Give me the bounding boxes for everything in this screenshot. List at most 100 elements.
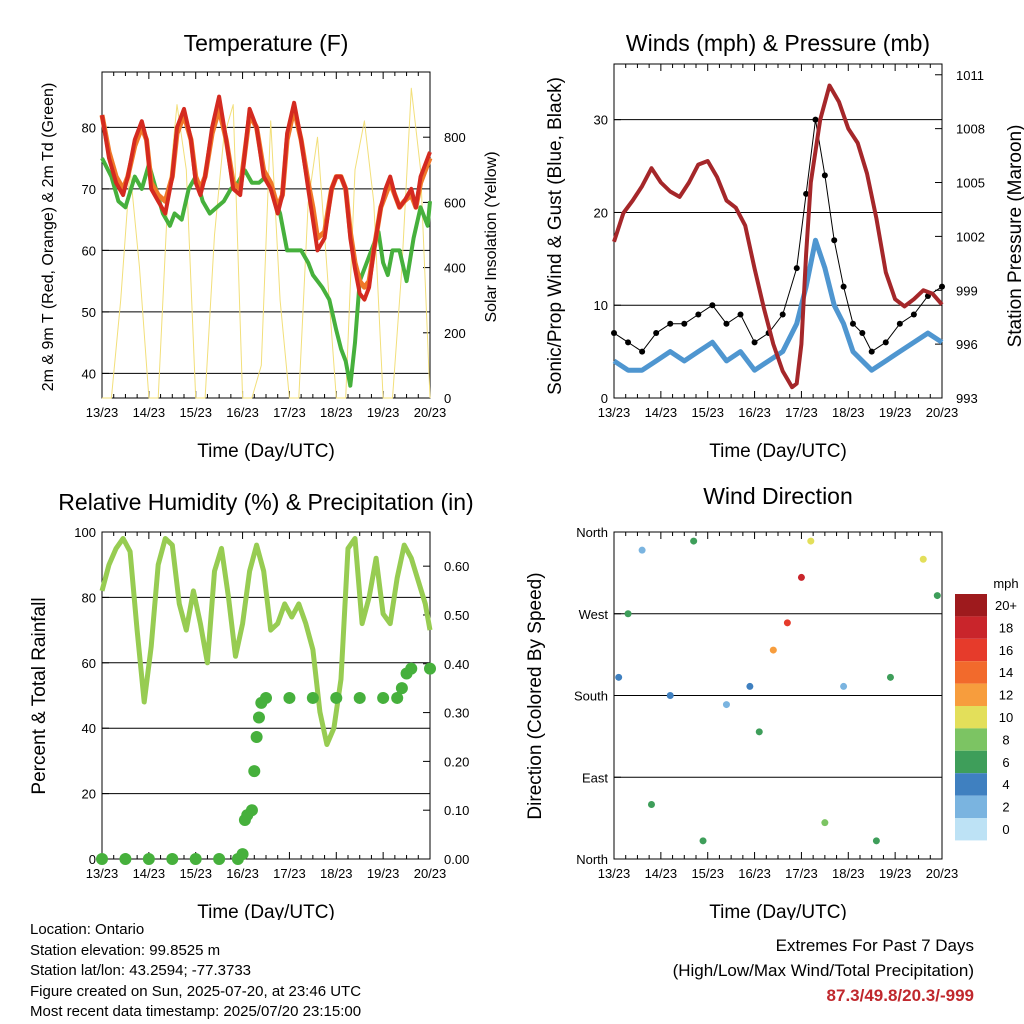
winds-ylabel: Sonic/Prop Wind & Gust (Blue, Black) [545, 77, 566, 395]
direction-point [722, 701, 730, 709]
x-tick-label: 16/23 [226, 405, 259, 420]
rainfall-point [189, 853, 202, 865]
colorbar-label: 20+ [995, 598, 1017, 613]
gust-point [611, 330, 617, 337]
x-tick-label: 18/23 [320, 405, 353, 420]
humidity-line [99, 536, 433, 747]
y2-tick-label: 600 [444, 195, 466, 210]
x-tick-label: 19/23 [879, 405, 912, 420]
direction-point [666, 692, 674, 699]
humidity-xlabel: Time (Day/UTC) [197, 902, 335, 920]
x-tick-label: 19/23 [367, 405, 400, 420]
rainfall-point [260, 691, 272, 704]
rainfall-point [96, 853, 108, 865]
colorbar-label: 0 [1002, 822, 1009, 837]
dewpoint-line [100, 157, 432, 388]
rainfall-point [395, 682, 408, 695]
colorbar-label: 18 [999, 620, 1013, 635]
gust-line [613, 119, 943, 353]
direction-point [783, 619, 791, 627]
rainfall-point [166, 853, 179, 865]
extremes-box: Extremes For Past 7 Days (High/Low/Max W… [673, 933, 974, 1008]
y-tick-label: 80 [82, 590, 96, 605]
y-tick-label: 10 [594, 298, 608, 313]
colorbar-swatch [955, 638, 987, 662]
direction-point [647, 801, 655, 808]
x-tick-label: 18/23 [832, 866, 865, 881]
y-tick-label: 80 [82, 120, 96, 135]
y2-tick-label: 999 [956, 283, 978, 298]
rainfall-point [252, 711, 265, 724]
y-tick-label: East [582, 770, 608, 785]
temperature-ylabel: 2m & 9m T (Red, Orange) & 2m Td (Green) [40, 83, 57, 392]
x-tick-label: 15/23 [179, 866, 212, 881]
colorbar-label: 4 [1002, 777, 1009, 792]
humidity-panel: Relative Humidity (%) & Precipitation (i… [29, 489, 474, 920]
y2-tick-label: 400 [444, 261, 466, 276]
x-tick-label: 17/23 [785, 405, 818, 420]
temperature-xlabel: Time (Day/UTC) [197, 441, 335, 462]
rainfall-point [250, 730, 263, 743]
colorbar-swatch [955, 706, 987, 729]
rainfall-point [245, 804, 258, 817]
colorbar-swatch [955, 750, 987, 774]
x-tick-label: 19/23 [367, 866, 400, 881]
y2-tick-label: 0.20 [444, 754, 469, 769]
y-tick-label: 0 [89, 852, 96, 867]
rainfall-point [306, 691, 319, 704]
wind-direction-panel: Wind Direction Time (Day/UTC) Direction … [525, 483, 1019, 920]
colorbar-label: 10 [999, 710, 1013, 725]
y-tick-label: North [576, 852, 608, 867]
x-tick-label: 13/23 [598, 405, 631, 420]
x-tick-label: 14/23 [133, 866, 166, 881]
y-tick-label: 20 [594, 205, 608, 220]
x-tick-label: 14/23 [645, 866, 678, 881]
temperature-title: Temperature (F) [184, 30, 349, 56]
y2-tick-label: 0.60 [444, 559, 469, 574]
y2-tick-label: 800 [444, 130, 466, 145]
direction-point [840, 682, 848, 690]
pressure-line [612, 83, 944, 390]
y2-tick-label: 0.50 [444, 608, 469, 623]
x-tick-label: 19/23 [879, 866, 912, 881]
y-tick-label: 100 [74, 525, 96, 540]
direction-point [615, 673, 623, 681]
colorbar-label: 16 [999, 643, 1013, 658]
rainfall-point [283, 691, 296, 704]
winds-xlabel: Time (Day/UTC) [709, 441, 847, 462]
x-tick-label: 13/23 [86, 405, 119, 420]
x-tick-label: 20/23 [414, 866, 447, 881]
wind-speed-line [612, 237, 944, 373]
x-tick-label: 17/23 [785, 866, 818, 881]
y-tick-label: 70 [82, 182, 96, 197]
colorbar-label: 12 [999, 688, 1013, 703]
y-tick-label: West [579, 607, 609, 622]
colorbar-swatch [955, 818, 987, 841]
colorbar-label: 6 [1002, 755, 1009, 770]
y-tick-label: 40 [82, 366, 96, 381]
y2-tick-label: 996 [956, 337, 978, 352]
station-info: Location: Ontario Station elevation: 99.… [30, 920, 361, 1023]
y2-tick-label: 1008 [956, 122, 985, 137]
y2-tick-label: 0.00 [444, 852, 469, 867]
elevation-text: Station elevation: 99.8525 m [30, 941, 221, 959]
x-tick-label: 20/23 [414, 405, 447, 420]
rainfall-point [424, 662, 436, 675]
y-tick-label: 30 [594, 113, 608, 128]
colorbar-swatch [955, 795, 987, 818]
x-tick-label: 20/23 [926, 866, 959, 881]
y-tick-label: 50 [82, 305, 96, 320]
recent-data-text: Most recent data timestamp: 2025/07/20 2… [30, 1003, 362, 1020]
direction-point [933, 592, 941, 600]
rainfall-point [248, 765, 261, 778]
direction-point [886, 673, 894, 681]
colorbar-swatch [955, 616, 987, 639]
x-tick-label: 20/23 [926, 405, 959, 420]
direction-point [807, 537, 815, 545]
y2-tick-label: 993 [956, 391, 978, 406]
direction-point [690, 537, 698, 545]
colorbar-unit: mph [993, 576, 1018, 591]
colorbar-swatch [955, 594, 987, 617]
x-tick-label: 13/23 [598, 866, 631, 881]
direction-point [872, 837, 880, 845]
